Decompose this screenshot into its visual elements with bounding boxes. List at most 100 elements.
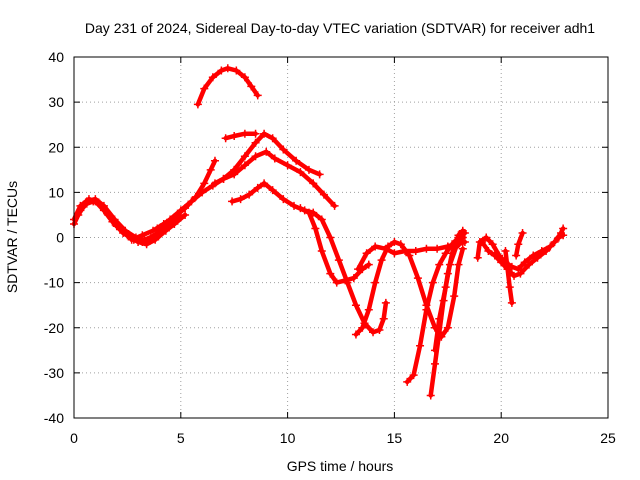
data-point	[221, 134, 230, 143]
data-point	[482, 233, 491, 242]
data-point	[319, 190, 328, 199]
data-point	[514, 265, 523, 274]
data-point	[426, 391, 435, 400]
data-point	[503, 265, 512, 274]
x-tick-label: 25	[600, 430, 616, 446]
y-tick-label: 10	[48, 184, 64, 200]
data-point	[268, 134, 277, 143]
axis-ticks: 0 5 10 15 20 25 -40 -30 -20 -10 0 10 20 30 40	[44, 49, 616, 446]
y-axis-title: SDTVAR / TECUs	[4, 181, 20, 293]
data-point	[228, 197, 237, 206]
data-point	[110, 215, 119, 224]
data-point	[315, 170, 324, 179]
data-point	[176, 206, 185, 215]
data-point	[510, 271, 519, 280]
data-point	[557, 228, 566, 237]
data-point	[390, 238, 399, 247]
x-tick-label: 10	[280, 430, 296, 446]
data-point	[140, 235, 149, 244]
data-point	[454, 260, 463, 269]
series-arc-10	[296, 204, 373, 287]
data-point	[550, 238, 559, 247]
series-arc-15	[430, 233, 467, 355]
data-point	[296, 204, 305, 213]
data-point	[430, 346, 439, 355]
data-point	[375, 326, 384, 335]
data-point	[334, 256, 343, 265]
data-point	[362, 249, 371, 258]
data-point	[260, 129, 269, 138]
data-point	[99, 201, 108, 210]
data-point	[283, 161, 292, 170]
data-point	[507, 298, 516, 307]
data-point	[240, 161, 249, 170]
data-point	[245, 190, 254, 199]
data-point	[450, 292, 459, 301]
data-point	[240, 129, 249, 138]
data-point	[369, 328, 378, 337]
data-point	[533, 253, 542, 262]
data-point	[409, 371, 418, 380]
data-point	[351, 330, 360, 339]
data-point	[304, 208, 313, 217]
y-tick-label: 40	[48, 49, 64, 65]
data-point	[200, 84, 209, 93]
y-tick-label: -30	[44, 365, 64, 381]
data-point	[279, 195, 288, 204]
data-point	[559, 224, 568, 233]
series-line	[432, 235, 466, 353]
data-point	[206, 165, 215, 174]
x-tick-label: 0	[70, 430, 78, 446]
data-point	[290, 201, 299, 210]
data-point	[332, 278, 341, 287]
data-point	[428, 278, 437, 287]
data-point	[364, 260, 373, 269]
data-point	[210, 156, 219, 165]
data-point	[441, 283, 450, 292]
data-point	[443, 323, 452, 332]
data-point	[292, 156, 301, 165]
data-point	[371, 278, 380, 287]
series-arc-18	[501, 247, 516, 307]
data-point	[200, 179, 209, 188]
data-point	[454, 231, 463, 240]
data-point	[251, 129, 260, 138]
x-tick-label: 20	[493, 430, 509, 446]
data-point	[153, 224, 162, 233]
data-point	[354, 265, 363, 274]
x-tick-label: 15	[387, 430, 403, 446]
data-point	[193, 100, 202, 109]
data-point	[304, 165, 313, 174]
data-point	[230, 165, 239, 174]
data-point	[390, 249, 399, 258]
series-line	[223, 131, 258, 141]
data-point	[330, 201, 339, 210]
data-point	[433, 244, 442, 253]
series-arc-7	[193, 64, 262, 109]
data-point	[251, 152, 260, 161]
data-point	[326, 269, 335, 278]
data-point	[296, 168, 305, 177]
series-line	[503, 248, 515, 306]
data-point	[349, 274, 358, 283]
data-point	[341, 276, 350, 285]
data-point	[198, 188, 207, 197]
data-point	[458, 244, 467, 253]
data-point	[458, 226, 467, 235]
data-point	[230, 131, 239, 140]
data-point	[379, 314, 388, 323]
data-point	[422, 244, 431, 253]
data-point	[82, 197, 91, 206]
data-point	[542, 247, 551, 256]
data-point	[187, 197, 196, 206]
data-point	[181, 210, 190, 219]
series-arc-19	[512, 228, 527, 260]
data-point	[381, 244, 390, 253]
data-point	[377, 256, 386, 265]
data-point	[219, 174, 228, 183]
data-point	[270, 154, 279, 163]
data-point	[74, 210, 83, 219]
data-point	[326, 233, 335, 242]
